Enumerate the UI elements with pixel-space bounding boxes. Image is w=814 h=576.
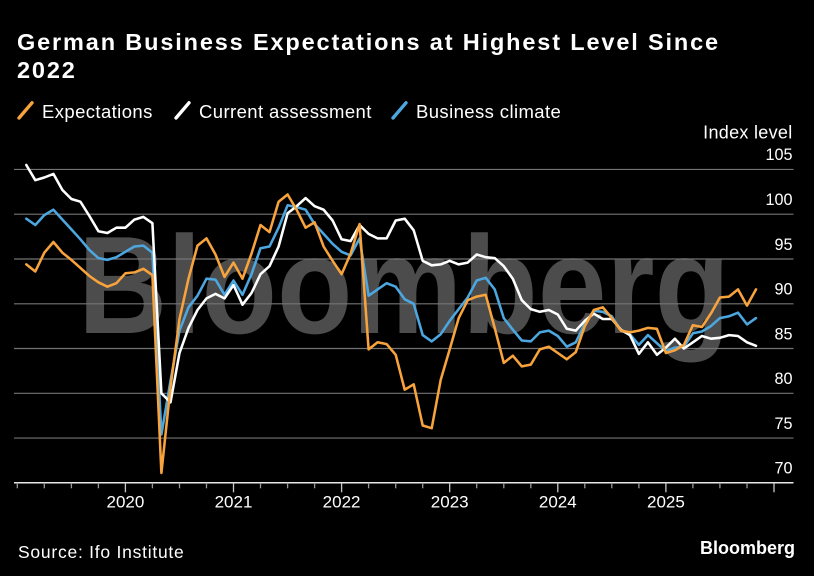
svg-text:75: 75 <box>774 415 792 433</box>
svg-text:90: 90 <box>774 281 792 299</box>
svg-text:80: 80 <box>774 370 792 388</box>
svg-text:2020: 2020 <box>106 493 144 512</box>
svg-text:2025: 2025 <box>647 493 685 512</box>
svg-text:2023: 2023 <box>431 493 469 512</box>
svg-text:100: 100 <box>765 191 792 209</box>
svg-text:2022: 2022 <box>323 493 361 512</box>
svg-text:85: 85 <box>774 325 792 343</box>
svg-text:2021: 2021 <box>215 493 253 512</box>
svg-text:95: 95 <box>774 236 792 254</box>
svg-text:2024: 2024 <box>539 493 577 512</box>
svg-text:70: 70 <box>774 460 792 478</box>
svg-text:105: 105 <box>765 146 792 164</box>
svg-text:Index level: Index level <box>703 123 792 143</box>
